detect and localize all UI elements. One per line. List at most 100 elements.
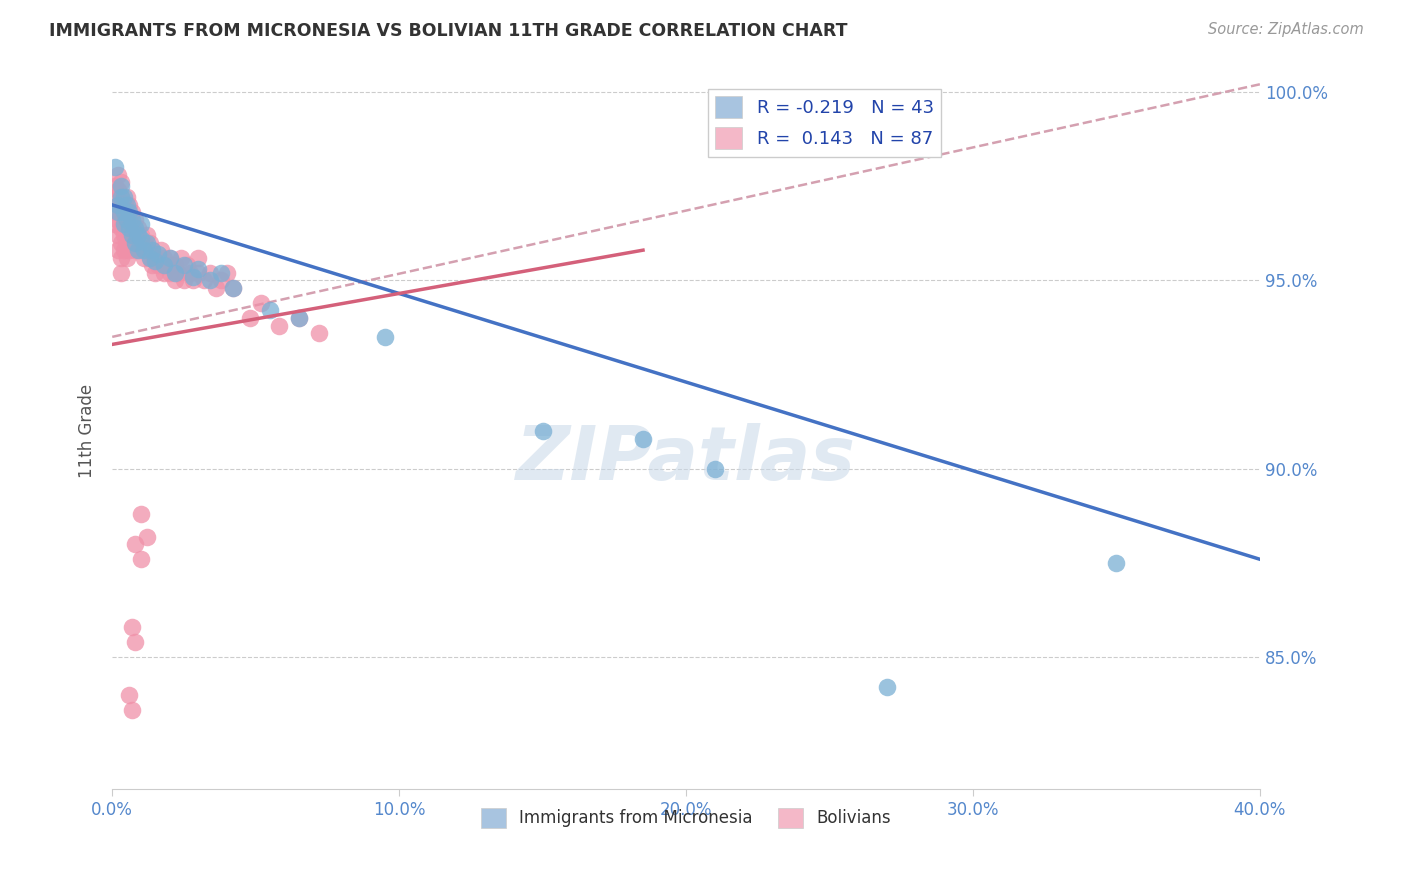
Point bbox=[209, 266, 232, 280]
Point bbox=[124, 635, 146, 649]
Point bbox=[115, 205, 138, 219]
Point bbox=[110, 190, 132, 204]
Point bbox=[132, 251, 155, 265]
Point bbox=[110, 190, 132, 204]
Text: IMMIGRANTS FROM MICRONESIA VS BOLIVIAN 11TH GRADE CORRELATION CHART: IMMIGRANTS FROM MICRONESIA VS BOLIVIAN 1… bbox=[49, 22, 848, 40]
Point bbox=[107, 168, 129, 182]
Point bbox=[135, 530, 157, 544]
Point bbox=[115, 198, 138, 212]
Point bbox=[110, 179, 132, 194]
Point bbox=[115, 220, 138, 235]
Point bbox=[204, 281, 226, 295]
Point bbox=[1105, 556, 1128, 570]
Point bbox=[267, 318, 290, 333]
Point bbox=[115, 235, 138, 250]
Point bbox=[143, 266, 166, 280]
Point bbox=[107, 243, 129, 257]
Point bbox=[121, 220, 143, 235]
Point bbox=[127, 220, 149, 235]
Point bbox=[112, 190, 135, 204]
Y-axis label: 11th Grade: 11th Grade bbox=[79, 384, 96, 478]
Point bbox=[112, 228, 135, 243]
Point bbox=[112, 205, 135, 219]
Point bbox=[159, 251, 181, 265]
Point bbox=[132, 243, 155, 257]
Point bbox=[129, 243, 152, 257]
Point bbox=[187, 266, 209, 280]
Point bbox=[141, 243, 163, 257]
Point bbox=[173, 273, 195, 287]
Point bbox=[110, 235, 132, 250]
Point bbox=[143, 254, 166, 268]
Point bbox=[703, 462, 725, 476]
Point bbox=[146, 247, 169, 261]
Point bbox=[112, 213, 135, 227]
Point bbox=[187, 251, 209, 265]
Point bbox=[115, 190, 138, 204]
Point bbox=[165, 266, 187, 280]
Point bbox=[104, 160, 127, 174]
Point bbox=[104, 179, 127, 194]
Point bbox=[107, 183, 129, 197]
Point bbox=[107, 228, 129, 243]
Point bbox=[127, 228, 149, 243]
Point bbox=[121, 620, 143, 634]
Point bbox=[193, 273, 215, 287]
Point bbox=[146, 258, 169, 272]
Point bbox=[118, 213, 141, 227]
Point bbox=[124, 213, 146, 227]
Point bbox=[179, 266, 201, 280]
Text: ZIPatlas: ZIPatlas bbox=[516, 423, 856, 496]
Point bbox=[118, 243, 141, 257]
Point bbox=[118, 228, 141, 243]
Point bbox=[287, 311, 309, 326]
Point bbox=[170, 251, 193, 265]
Point bbox=[138, 251, 160, 265]
Point bbox=[135, 228, 157, 243]
Point bbox=[115, 251, 138, 265]
Point bbox=[135, 235, 157, 250]
Point bbox=[159, 266, 181, 280]
Legend: Immigrants from Micronesia, Bolivians: Immigrants from Micronesia, Bolivians bbox=[474, 801, 897, 835]
Point bbox=[110, 205, 132, 219]
Point bbox=[127, 243, 149, 257]
Point bbox=[107, 213, 129, 227]
Point bbox=[531, 424, 554, 438]
Point bbox=[138, 235, 160, 250]
Point bbox=[121, 235, 143, 250]
Point bbox=[165, 258, 187, 272]
Point bbox=[198, 273, 221, 287]
Point bbox=[209, 273, 232, 287]
Point bbox=[308, 326, 330, 340]
Point bbox=[187, 262, 209, 277]
Point bbox=[129, 507, 152, 521]
Point bbox=[107, 198, 129, 212]
Point bbox=[112, 217, 135, 231]
Point bbox=[118, 198, 141, 212]
Point bbox=[259, 303, 281, 318]
Point bbox=[153, 258, 176, 272]
Point bbox=[135, 243, 157, 257]
Point bbox=[112, 243, 135, 257]
Point bbox=[110, 220, 132, 235]
Point bbox=[121, 703, 143, 717]
Point bbox=[198, 266, 221, 280]
Point bbox=[222, 281, 245, 295]
Point bbox=[129, 232, 152, 246]
Point bbox=[250, 296, 273, 310]
Point bbox=[153, 266, 176, 280]
Point bbox=[181, 273, 204, 287]
Point bbox=[165, 273, 187, 287]
Point bbox=[138, 251, 160, 265]
Point bbox=[143, 251, 166, 265]
Point bbox=[150, 243, 173, 257]
Point bbox=[173, 258, 195, 272]
Point bbox=[104, 190, 127, 204]
Point bbox=[110, 175, 132, 189]
Point bbox=[107, 198, 129, 212]
Point bbox=[141, 243, 163, 257]
Point bbox=[222, 281, 245, 295]
Point bbox=[124, 228, 146, 243]
Point bbox=[124, 235, 146, 250]
Point bbox=[287, 311, 309, 326]
